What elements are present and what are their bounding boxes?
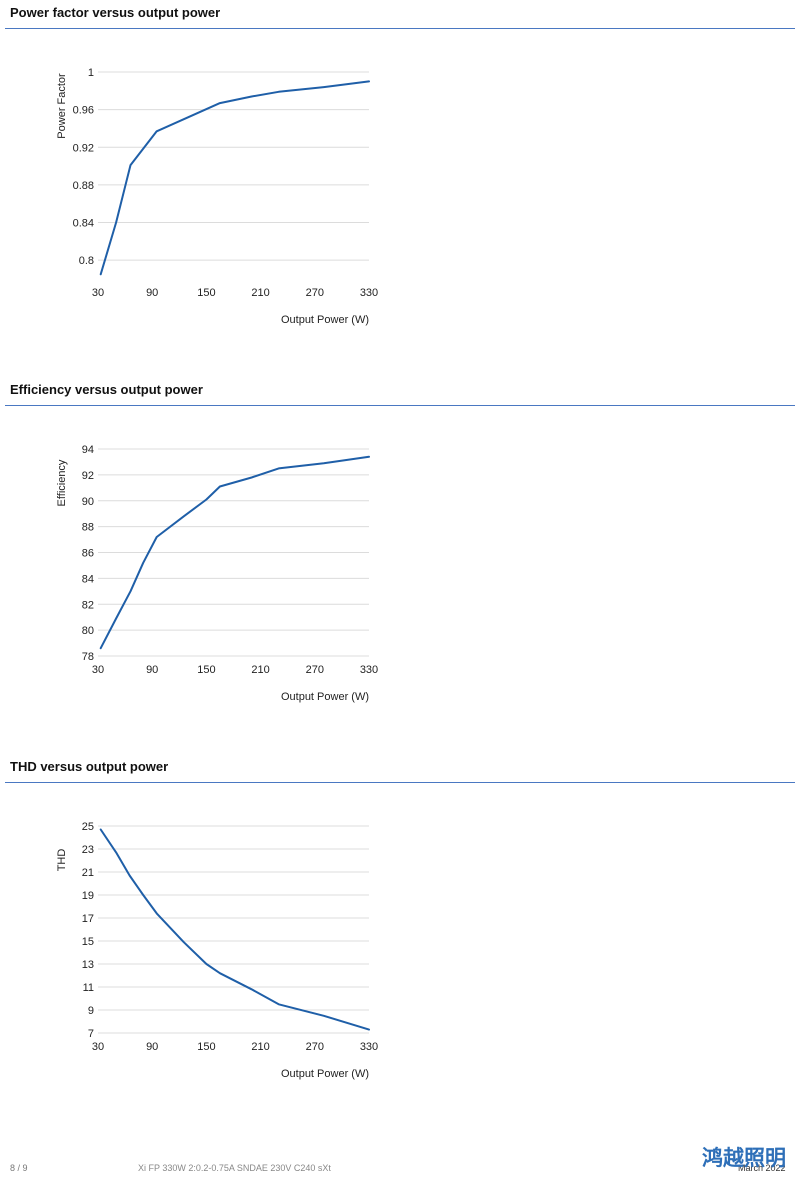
document-name: Xi FP 330W 2:0.2-0.75A SNDAE 230V C240 s… — [138, 1163, 331, 1173]
y-tick-label: 13 — [82, 959, 94, 971]
y-tick-label: 0.88 — [73, 180, 94, 192]
y-tick-label: 88 — [82, 522, 94, 534]
series-line — [99, 828, 370, 1031]
x-axis-label: Output Power (W) — [281, 1068, 369, 1080]
y-tick-label: 9 — [88, 1005, 94, 1017]
y-axis-label: Efficiency — [56, 459, 68, 506]
y-tick-label: 19 — [82, 890, 94, 902]
section-title-thd: THD versus output power — [10, 759, 169, 774]
y-tick-label: 80 — [82, 625, 94, 637]
efficiency-chart-svg: 78 80 82 84 86 88 90 92 94 30 90 150 210 270 330 Effici… — [56, 444, 378, 703]
y-tick-label: 0.96 — [73, 105, 94, 117]
x-tick-label: 150 — [197, 287, 215, 299]
y-axis-label: Power Factor — [56, 73, 68, 139]
power-factor-chart: 0.8 0.84 0.88 0.92 0.96 1 30 90 150 210 270 330 Powe… — [0, 30, 800, 360]
section-divider — [5, 782, 795, 783]
series-line — [99, 80, 370, 276]
y-tick-label: 84 — [82, 573, 94, 585]
y-tick-label: 82 — [82, 599, 94, 611]
y-tick-label: 0.92 — [73, 142, 94, 154]
x-tick-label: 30 — [92, 287, 104, 299]
y-tick-label: 25 — [82, 821, 94, 833]
x-tick-label: 30 — [92, 1041, 104, 1053]
y-tick-label: 7 — [88, 1028, 94, 1040]
y-tick-label: 1 — [88, 67, 94, 79]
power-factor-chart-svg: 0.8 0.84 0.88 0.92 0.96 1 30 90 150 210 270 330 Powe… — [56, 67, 378, 326]
x-tick-label: 330 — [360, 664, 378, 676]
y-tick-label: 90 — [82, 496, 94, 508]
y-tick-label: 21 — [82, 867, 94, 879]
x-tick-label: 90 — [146, 664, 158, 676]
x-tick-label: 210 — [251, 1041, 269, 1053]
section-title-efficiency: Efficiency versus output power — [10, 382, 203, 397]
x-tick-label: 330 — [360, 287, 378, 299]
watermark-text: 鸿越照明 — [702, 1146, 786, 1170]
x-tick-label: 90 — [146, 1041, 158, 1053]
x-axis-label: Output Power (W) — [281, 691, 369, 703]
y-tick-label: 15 — [82, 936, 94, 948]
section-title-power-factor: Power factor versus output power — [10, 5, 221, 20]
y-tick-label: 11 — [83, 982, 94, 994]
x-tick-label: 270 — [306, 1041, 324, 1053]
x-tick-label: 150 — [197, 664, 215, 676]
efficiency-chart: 78 80 82 84 86 88 90 92 94 30 90 150 210 270 330 Effici… — [0, 407, 800, 737]
series-line — [99, 455, 370, 650]
y-tick-label: 0.8 — [79, 255, 94, 267]
x-tick-label: 30 — [92, 664, 104, 676]
page-number: 8 / 9 — [10, 1163, 28, 1173]
watermark-logo: 鸿越照明 — [702, 1143, 797, 1177]
x-tick-label: 210 — [251, 287, 269, 299]
document-date: March 2022 — [738, 1163, 786, 1173]
x-axis-label: Output Power (W) — [281, 314, 369, 326]
x-tick-label: 270 — [306, 287, 324, 299]
y-tick-label: 92 — [82, 470, 94, 482]
section-divider — [5, 405, 795, 406]
y-tick-label: 86 — [82, 548, 94, 560]
x-tick-label: 270 — [306, 664, 324, 676]
y-tick-label: 23 — [82, 844, 94, 856]
y-tick-label: 0.84 — [73, 218, 94, 230]
y-tick-label: 17 — [82, 913, 94, 925]
x-tick-label: 210 — [251, 664, 269, 676]
thd-chart-svg: 7 9 11 13 15 17 19 21 23 25 30 90 150 210 270 330 THD Out… — [56, 821, 378, 1080]
thd-chart: 7 9 11 13 15 17 19 21 23 25 30 90 150 210 270 330 THD Out… — [0, 784, 800, 1114]
y-tick-label: 94 — [82, 444, 94, 456]
y-tick-label: 78 — [82, 651, 94, 663]
y-axis-label: THD — [56, 849, 68, 872]
section-divider — [5, 28, 795, 29]
x-tick-label: 330 — [360, 1041, 378, 1053]
x-tick-label: 90 — [146, 287, 158, 299]
x-tick-label: 150 — [197, 1041, 215, 1053]
